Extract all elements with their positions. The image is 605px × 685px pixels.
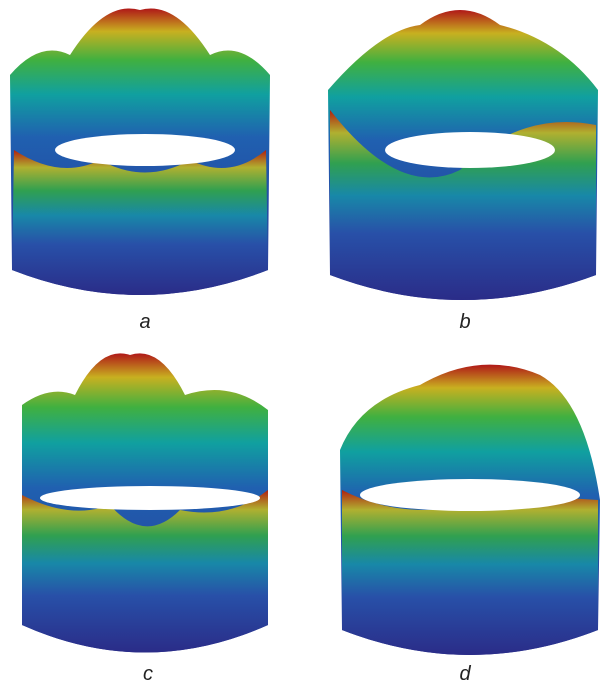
shell-front [342,490,598,655]
opening [385,132,555,168]
opening [40,486,260,510]
panel-b: b [328,10,598,333]
panel-label: c [143,663,153,685]
panel-label: b [459,311,470,333]
figure: a b c d [0,0,605,685]
opening [55,134,235,166]
panel-label: d [459,663,471,685]
opening [360,479,580,511]
panel-a: a [10,8,270,333]
panel-d: d [340,365,600,685]
panel-label: a [139,311,150,333]
panel-c: c [22,353,268,685]
